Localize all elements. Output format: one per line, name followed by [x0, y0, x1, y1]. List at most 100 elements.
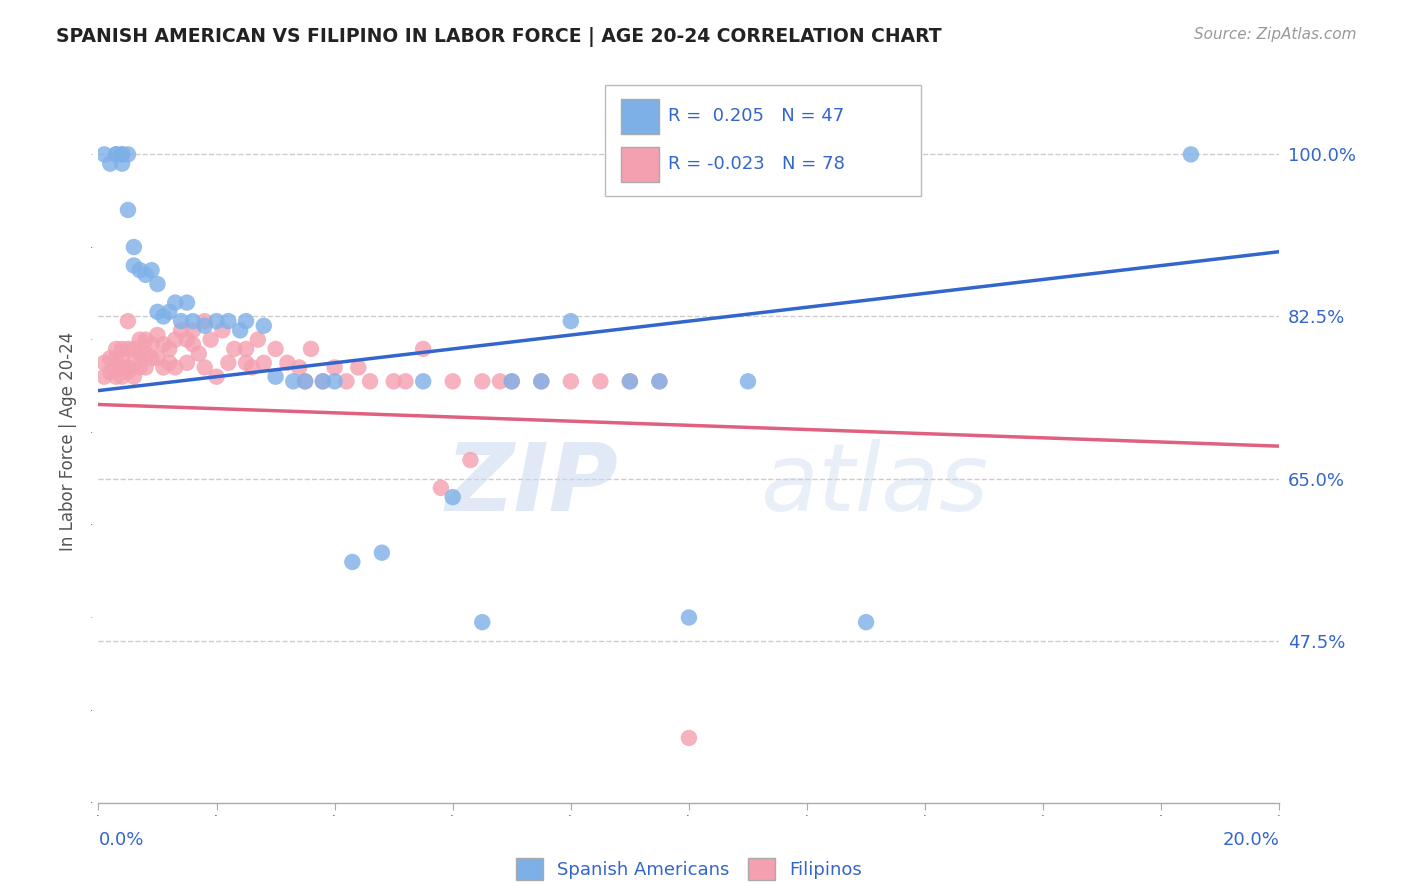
Text: 0.0%: 0.0%: [98, 831, 143, 849]
Point: [288, 360, 311, 375]
Point: [648, 375, 671, 389]
Point: [93, 369, 115, 384]
Text: R = -0.023   N = 78: R = -0.023 N = 78: [668, 155, 845, 173]
Point: [394, 375, 416, 389]
Point: [246, 333, 269, 347]
Point: [117, 147, 139, 161]
Point: [105, 351, 128, 366]
Text: atlas: atlas: [759, 440, 988, 531]
Point: [122, 356, 145, 370]
Point: [170, 314, 193, 328]
Point: [460, 453, 482, 467]
Point: [128, 346, 150, 360]
Point: [501, 375, 523, 389]
Point: [98, 365, 121, 379]
Text: SPANISH AMERICAN VS FILIPINO IN LABOR FORCE | AGE 20-24 CORRELATION CHART: SPANISH AMERICAN VS FILIPINO IN LABOR FO…: [56, 27, 942, 46]
Point: [181, 337, 204, 351]
Point: [187, 346, 209, 360]
Point: [111, 147, 134, 161]
Point: [224, 342, 246, 356]
Point: [135, 268, 157, 282]
Point: [855, 615, 877, 630]
Point: [264, 369, 287, 384]
Point: [141, 351, 163, 366]
Point: [205, 314, 228, 328]
Point: [157, 342, 180, 356]
Point: [141, 263, 163, 277]
Point: [430, 481, 453, 495]
Point: [111, 156, 134, 170]
Point: [489, 375, 512, 389]
Point: [111, 360, 134, 375]
Point: [253, 356, 276, 370]
Point: [299, 342, 322, 356]
Point: [146, 277, 169, 291]
Point: [678, 731, 700, 745]
Point: [194, 318, 217, 333]
Point: [98, 351, 121, 366]
Point: [200, 333, 222, 347]
Point: [560, 375, 582, 389]
Point: [181, 314, 204, 328]
Point: [146, 328, 169, 343]
Point: [335, 375, 357, 389]
Legend: Spanish Americans, Filipinos: Spanish Americans, Filipinos: [509, 851, 869, 888]
Text: 20.0%: 20.0%: [1223, 831, 1279, 849]
Point: [152, 310, 174, 324]
Point: [105, 369, 128, 384]
Point: [211, 323, 233, 337]
Point: [1180, 147, 1202, 161]
Point: [111, 369, 134, 384]
Point: [111, 342, 134, 356]
Point: [240, 360, 263, 375]
Point: [217, 314, 239, 328]
Point: [441, 490, 464, 504]
Point: [93, 147, 115, 161]
Point: [128, 263, 150, 277]
Point: [176, 333, 198, 347]
Point: [412, 342, 434, 356]
Point: [619, 375, 641, 389]
Point: [217, 356, 239, 370]
Point: [530, 375, 553, 389]
Point: [122, 369, 145, 384]
Point: [589, 375, 612, 389]
Point: [117, 365, 139, 379]
Point: [205, 369, 228, 384]
Point: [111, 147, 134, 161]
Text: Source: ZipAtlas.com: Source: ZipAtlas.com: [1194, 27, 1357, 42]
Point: [122, 342, 145, 356]
Point: [111, 351, 134, 366]
Point: [135, 360, 157, 375]
Point: [117, 202, 139, 217]
Point: [283, 375, 305, 389]
Point: [105, 360, 128, 375]
Point: [157, 356, 180, 370]
Point: [152, 360, 174, 375]
Text: ZIP: ZIP: [446, 439, 619, 531]
Point: [93, 356, 115, 370]
Point: [117, 314, 139, 328]
Point: [323, 375, 346, 389]
Point: [141, 337, 163, 351]
Point: [117, 360, 139, 375]
Point: [501, 375, 523, 389]
Point: [323, 360, 346, 375]
Point: [678, 610, 700, 624]
Point: [105, 147, 128, 161]
Point: [264, 342, 287, 356]
Point: [347, 360, 370, 375]
Point: [165, 360, 187, 375]
Point: [176, 295, 198, 310]
Point: [122, 259, 145, 273]
Point: [371, 546, 394, 560]
Point: [235, 356, 257, 370]
Point: [128, 333, 150, 347]
Point: [382, 375, 405, 389]
Point: [117, 342, 139, 356]
Point: [157, 305, 180, 319]
Point: [619, 375, 641, 389]
Point: [152, 337, 174, 351]
Point: [342, 555, 364, 569]
Point: [359, 375, 381, 389]
